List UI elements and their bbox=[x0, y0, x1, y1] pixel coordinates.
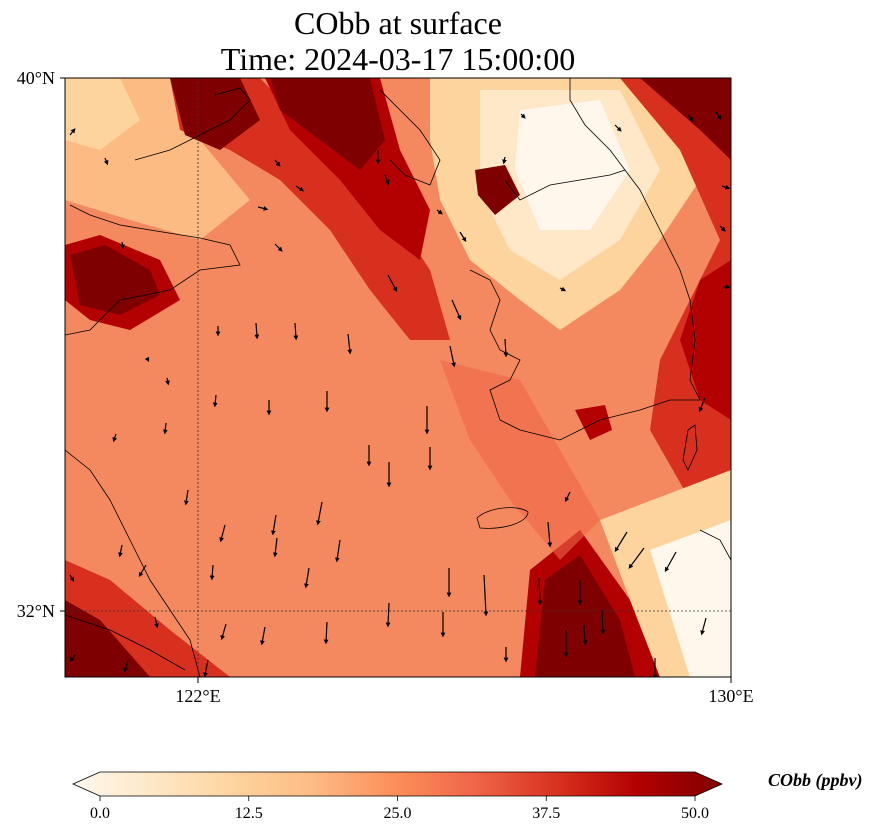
wind-arrow bbox=[144, 356, 150, 363]
wind-arrow bbox=[323, 621, 329, 645]
wind-arrow bbox=[219, 524, 226, 543]
wind-arrow bbox=[334, 539, 341, 563]
wind-arrow bbox=[537, 577, 543, 606]
wind-arrow bbox=[715, 111, 722, 120]
wind-arrow bbox=[112, 433, 118, 443]
wind-arrow bbox=[209, 564, 215, 581]
map-title-line1: CObb at surface bbox=[294, 5, 502, 41]
wind-arrow bbox=[664, 551, 677, 573]
wind-arrow bbox=[564, 491, 571, 503]
wind-vectors bbox=[69, 111, 731, 677]
wind-arrow bbox=[582, 624, 588, 646]
wind-arrow bbox=[69, 654, 76, 662]
wind-arrow bbox=[449, 345, 456, 368]
colorbar-label: CObb (ppbv) bbox=[768, 770, 862, 791]
wind-arrow bbox=[212, 394, 218, 408]
lon-tick-122e: 122°E bbox=[175, 686, 220, 706]
wind-arrow bbox=[103, 157, 109, 166]
wind-arrow bbox=[271, 514, 277, 536]
wind-arrow bbox=[257, 206, 269, 211]
wind-arrow bbox=[304, 567, 310, 589]
wind-arrow bbox=[700, 617, 707, 636]
wind-arrow bbox=[69, 574, 75, 583]
wind-arrow bbox=[293, 322, 299, 341]
wind-arrow bbox=[316, 501, 323, 526]
wind-arrow bbox=[520, 113, 526, 119]
wind-arrow bbox=[274, 159, 281, 167]
lat-tick-labels: 40°N 32°N bbox=[17, 68, 65, 621]
gridlines bbox=[65, 78, 731, 677]
wind-arrow bbox=[698, 397, 706, 413]
wind-arrow bbox=[503, 338, 509, 358]
wind-arrow bbox=[628, 547, 645, 569]
wind-arrow bbox=[385, 602, 391, 628]
wind-arrow bbox=[295, 185, 304, 192]
colorbar-tick-1: 12.5 bbox=[235, 805, 263, 822]
wind-arrow bbox=[387, 274, 398, 293]
wind-arrow bbox=[118, 544, 123, 558]
wind-arrow bbox=[120, 241, 125, 250]
wind-arrow bbox=[384, 174, 390, 186]
wind-arrow bbox=[123, 659, 129, 673]
wind-arrow bbox=[719, 225, 726, 232]
wind-arrow bbox=[254, 322, 260, 340]
wind-arrow bbox=[502, 156, 507, 165]
wind-arrow bbox=[183, 489, 189, 506]
wind-arrow bbox=[559, 286, 567, 292]
colorbar-tick-2: 25.0 bbox=[384, 805, 412, 822]
wind-arrow bbox=[436, 209, 443, 215]
wind-arrow bbox=[69, 128, 76, 136]
wind-arrow bbox=[260, 626, 266, 646]
wind-arrow bbox=[451, 299, 462, 321]
wind-arrow bbox=[547, 521, 553, 548]
lat-tick-32n: 32°N bbox=[17, 601, 55, 621]
lon-tick-labels: 122°E 130°E bbox=[175, 677, 754, 706]
wind-arrow bbox=[483, 574, 489, 617]
wind-arrow bbox=[165, 377, 170, 386]
colorbar-tick-3: 37.5 bbox=[532, 805, 560, 822]
colorbar: 0.0 12.5 25.0 37.5 50.0 CObb (ppbv) bbox=[72, 770, 862, 822]
wind-arrow bbox=[687, 114, 694, 122]
wind-arrow bbox=[272, 537, 278, 558]
lon-tick-130e: 130°E bbox=[708, 686, 753, 706]
colorbar-tick-0: 0.0 bbox=[90, 805, 110, 822]
wind-arrow bbox=[203, 659, 209, 677]
map-title-line2: Time: 2024-03-17 15:00:00 bbox=[220, 41, 576, 77]
wind-arrow bbox=[154, 616, 159, 629]
wind-arrow bbox=[138, 564, 147, 578]
wind-arrow bbox=[600, 609, 606, 635]
wind-arrow bbox=[459, 231, 467, 243]
map-frame bbox=[64, 77, 732, 678]
coastlines bbox=[65, 78, 731, 677]
wind-arrow bbox=[347, 333, 353, 355]
wind-arrow bbox=[721, 184, 731, 190]
colorbar-tick-4: 50.0 bbox=[681, 805, 709, 822]
colorbar-bar bbox=[72, 771, 723, 797]
co-concentration-field bbox=[65, 78, 731, 677]
wind-arrow bbox=[274, 243, 283, 252]
wind-arrow bbox=[220, 623, 227, 641]
wind-arrow bbox=[614, 531, 628, 553]
wind-arrow bbox=[614, 124, 622, 132]
wind-arrow bbox=[162, 422, 168, 435]
lat-tick-40n: 40°N bbox=[17, 68, 55, 88]
